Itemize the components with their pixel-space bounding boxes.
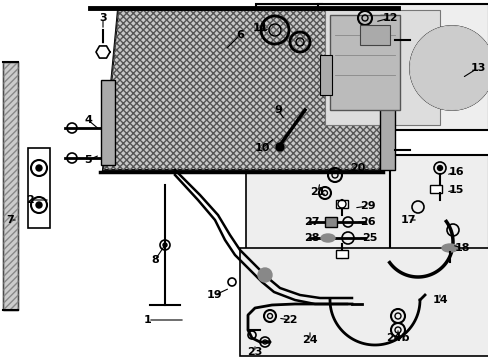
Bar (335, 200, 347, 208)
Text: 1: 1 (144, 315, 152, 325)
Text: 19: 19 (207, 290, 223, 300)
Bar (335, 250, 347, 258)
Circle shape (433, 50, 469, 86)
Bar (101, 80, 115, 165)
Text: 22: 22 (282, 315, 297, 325)
Circle shape (416, 33, 486, 103)
Bar (325, 10, 439, 125)
Text: 9: 9 (273, 105, 282, 115)
Circle shape (36, 202, 42, 208)
Text: 17: 17 (400, 215, 415, 225)
Text: 15: 15 (447, 185, 463, 195)
Text: 20: 20 (349, 163, 365, 173)
Text: 8: 8 (151, 255, 159, 265)
Text: 27: 27 (304, 217, 319, 227)
Text: 25: 25 (362, 233, 377, 243)
Text: 14: 14 (431, 295, 447, 305)
Circle shape (423, 40, 479, 96)
Ellipse shape (441, 244, 457, 252)
Polygon shape (3, 62, 18, 310)
Bar (329, 15, 399, 110)
Text: 5: 5 (84, 155, 92, 165)
Bar (379, 15, 394, 90)
Text: 21: 21 (309, 187, 325, 197)
Bar (389, 155, 488, 295)
Text: 24b: 24b (386, 333, 409, 343)
Circle shape (163, 243, 167, 247)
Bar (359, 25, 389, 45)
Circle shape (437, 166, 442, 171)
Bar (429, 185, 441, 193)
Circle shape (36, 165, 42, 171)
Text: 29: 29 (360, 201, 375, 211)
Text: 23: 23 (247, 347, 262, 357)
Circle shape (275, 143, 284, 151)
Text: 16: 16 (447, 167, 463, 177)
Text: 28: 28 (304, 233, 319, 243)
Text: 24: 24 (302, 335, 317, 345)
Bar (317, 4, 488, 130)
Bar (325, 217, 336, 227)
Circle shape (441, 58, 461, 78)
Circle shape (446, 63, 456, 73)
Bar (240, 248, 488, 356)
Circle shape (95, 44, 111, 60)
Bar (245, 155, 394, 260)
Text: 6: 6 (236, 30, 244, 40)
Text: 11: 11 (252, 23, 267, 33)
Text: 26: 26 (360, 217, 375, 227)
Text: 7: 7 (6, 215, 14, 225)
Bar (28, 148, 50, 228)
Text: 3: 3 (99, 13, 106, 23)
Text: 4: 4 (84, 115, 92, 125)
Text: 12: 12 (382, 13, 397, 23)
Circle shape (409, 26, 488, 110)
Polygon shape (103, 10, 394, 170)
Text: 2: 2 (26, 195, 34, 205)
Text: 10: 10 (254, 143, 269, 153)
Text: 13: 13 (469, 63, 485, 73)
Bar (319, 55, 331, 95)
Circle shape (258, 268, 271, 282)
Bar (256, 4, 321, 60)
Polygon shape (3, 62, 18, 310)
Bar (379, 100, 394, 170)
Text: 18: 18 (453, 243, 469, 253)
Ellipse shape (320, 234, 334, 242)
